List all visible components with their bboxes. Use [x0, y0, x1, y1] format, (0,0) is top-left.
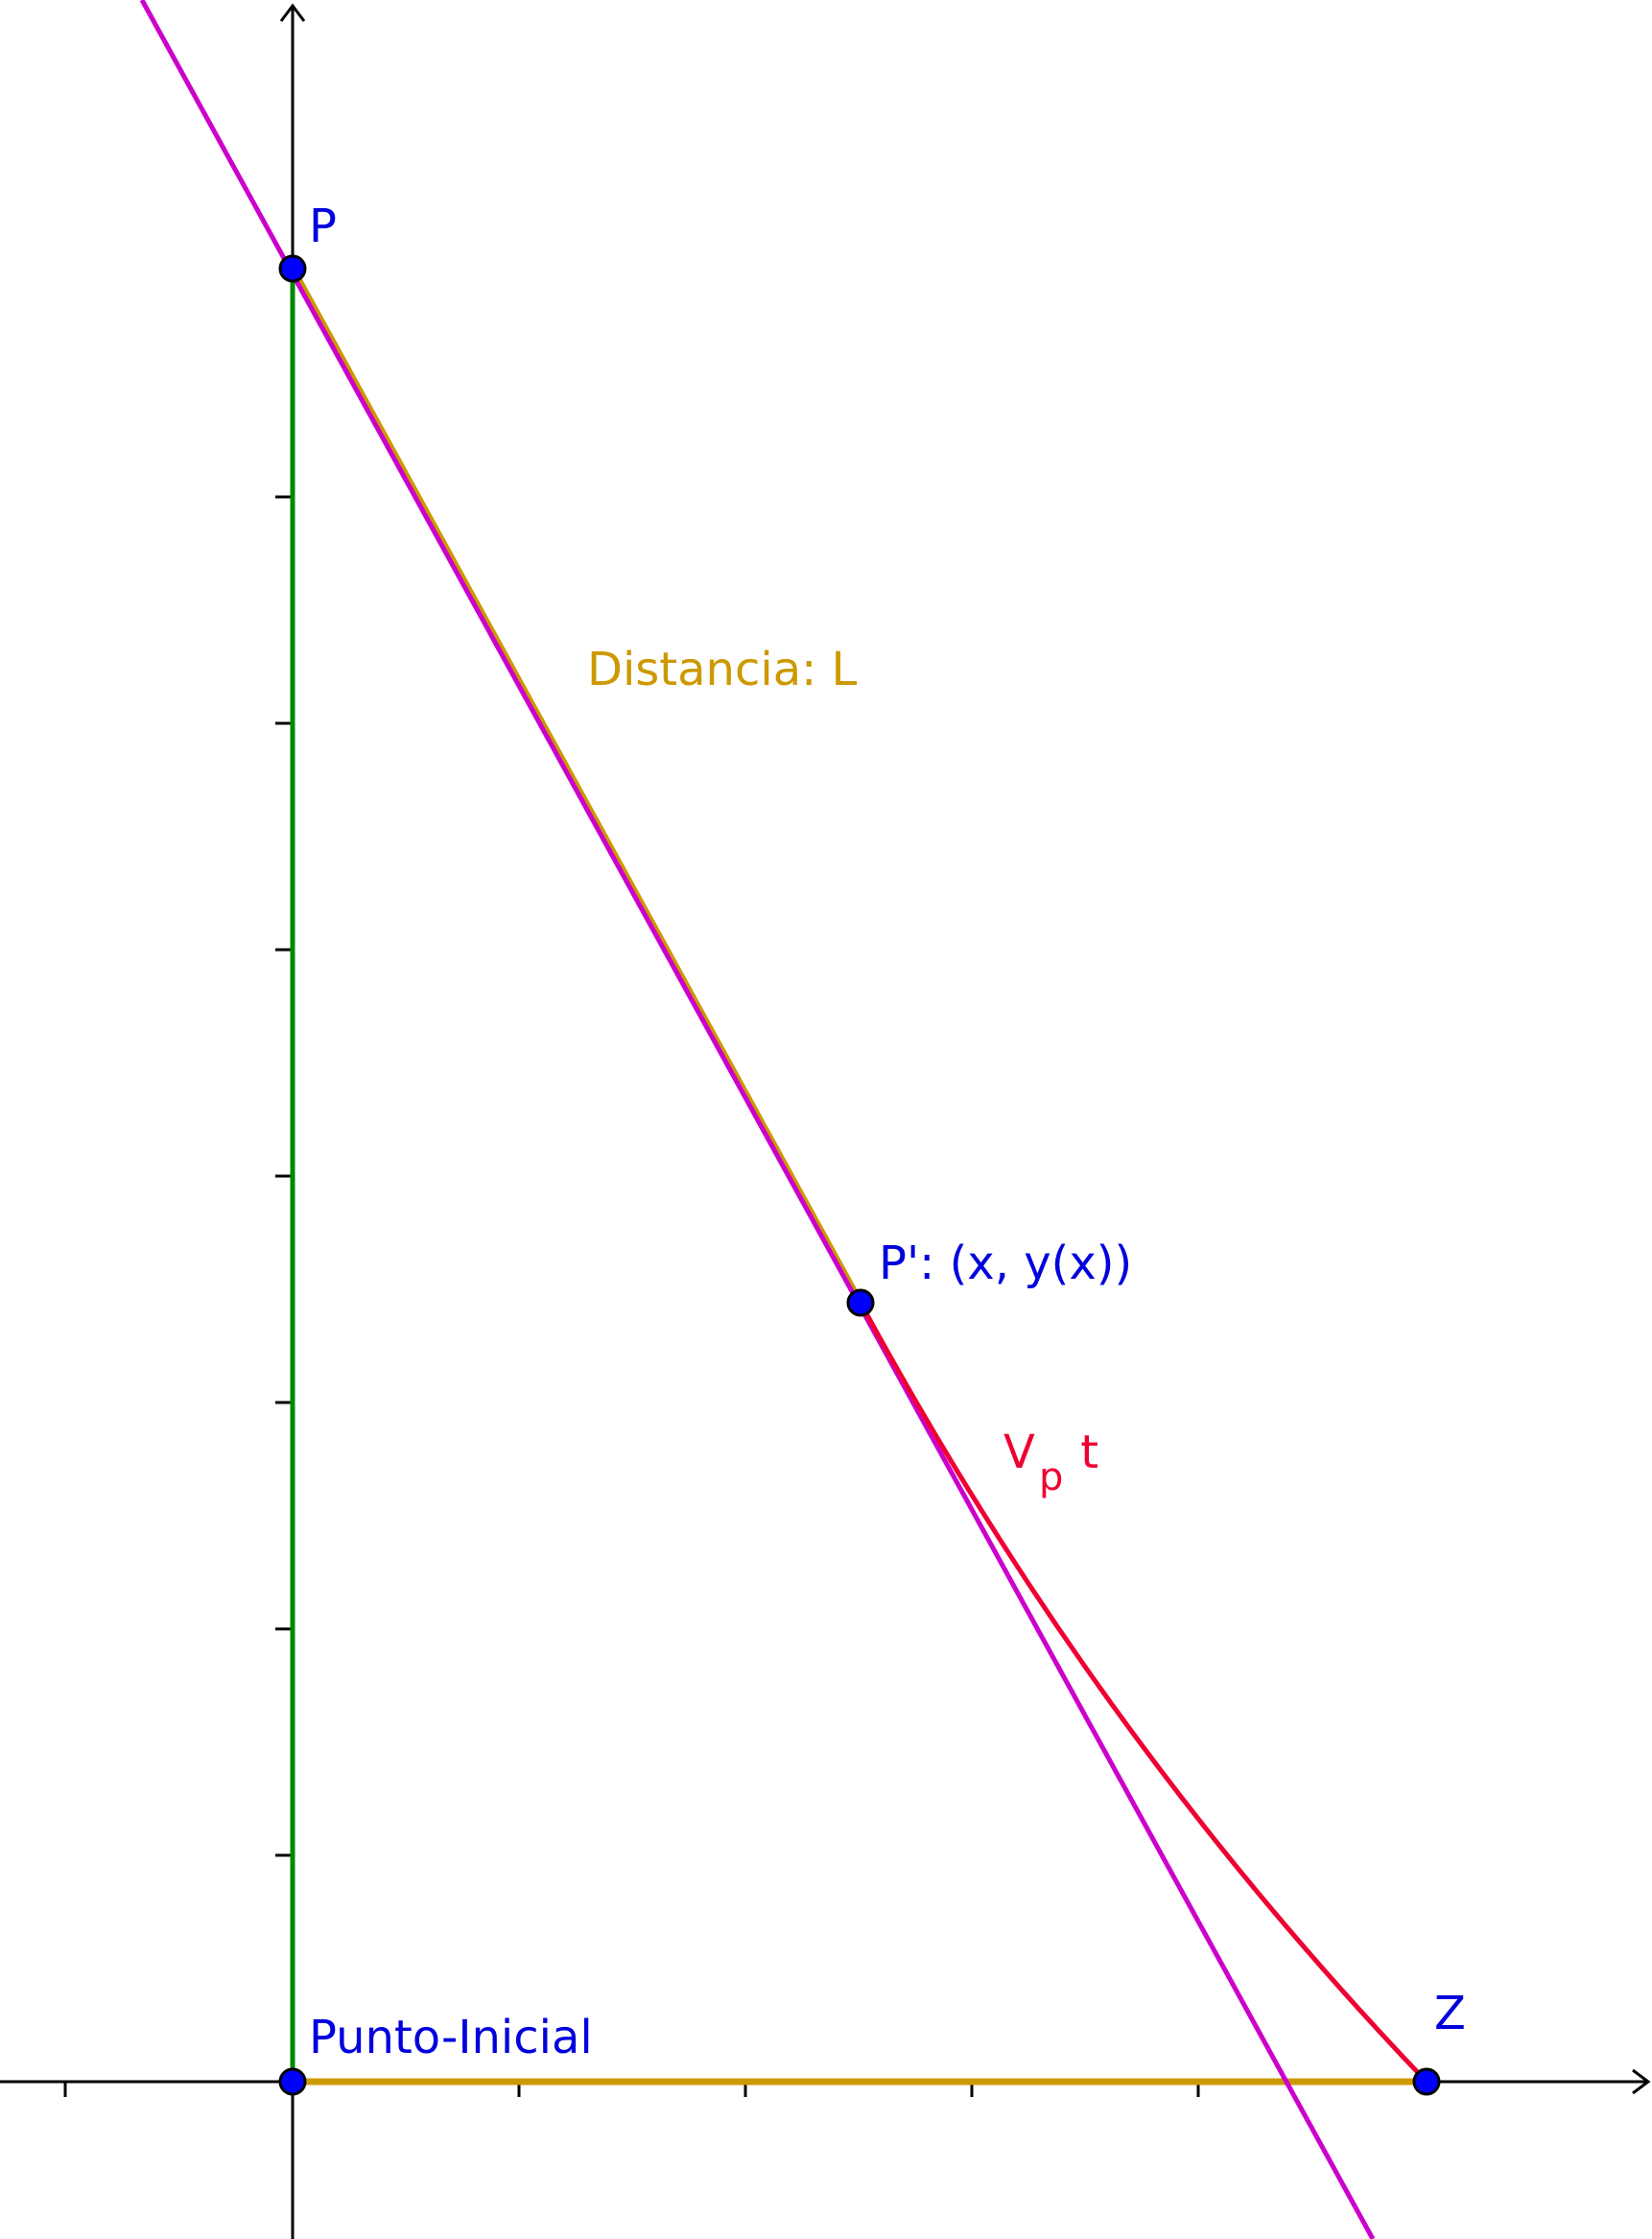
label-z: Z	[1434, 1987, 1466, 2040]
label-p-prime: P': (x, y(x))	[879, 1237, 1132, 1290]
label-speed-main: V	[1003, 1426, 1035, 1479]
y-axis-arrow	[279, 3, 306, 22]
label-p: P	[309, 200, 337, 253]
x-axis-arrow	[1632, 2068, 1651, 2095]
pursuit-curve	[858, 1301, 1428, 2084]
point-p-prime[interactable]	[846, 1288, 875, 1317]
label-speed: V p t	[1003, 1426, 1098, 1499]
label-speed-tail: t	[1066, 1426, 1098, 1479]
tangent-line	[139, 0, 1376, 2239]
point-p[interactable]	[278, 254, 307, 283]
point-z[interactable]	[1412, 2067, 1441, 2096]
label-distance: Distancia: L	[587, 643, 858, 696]
label-speed-subscript: p	[1039, 1455, 1063, 1499]
y-axis-ticks	[275, 495, 293, 1857]
point-origin[interactable]	[278, 2067, 307, 2096]
label-origin: Punto-Inicial	[309, 2011, 593, 2064]
